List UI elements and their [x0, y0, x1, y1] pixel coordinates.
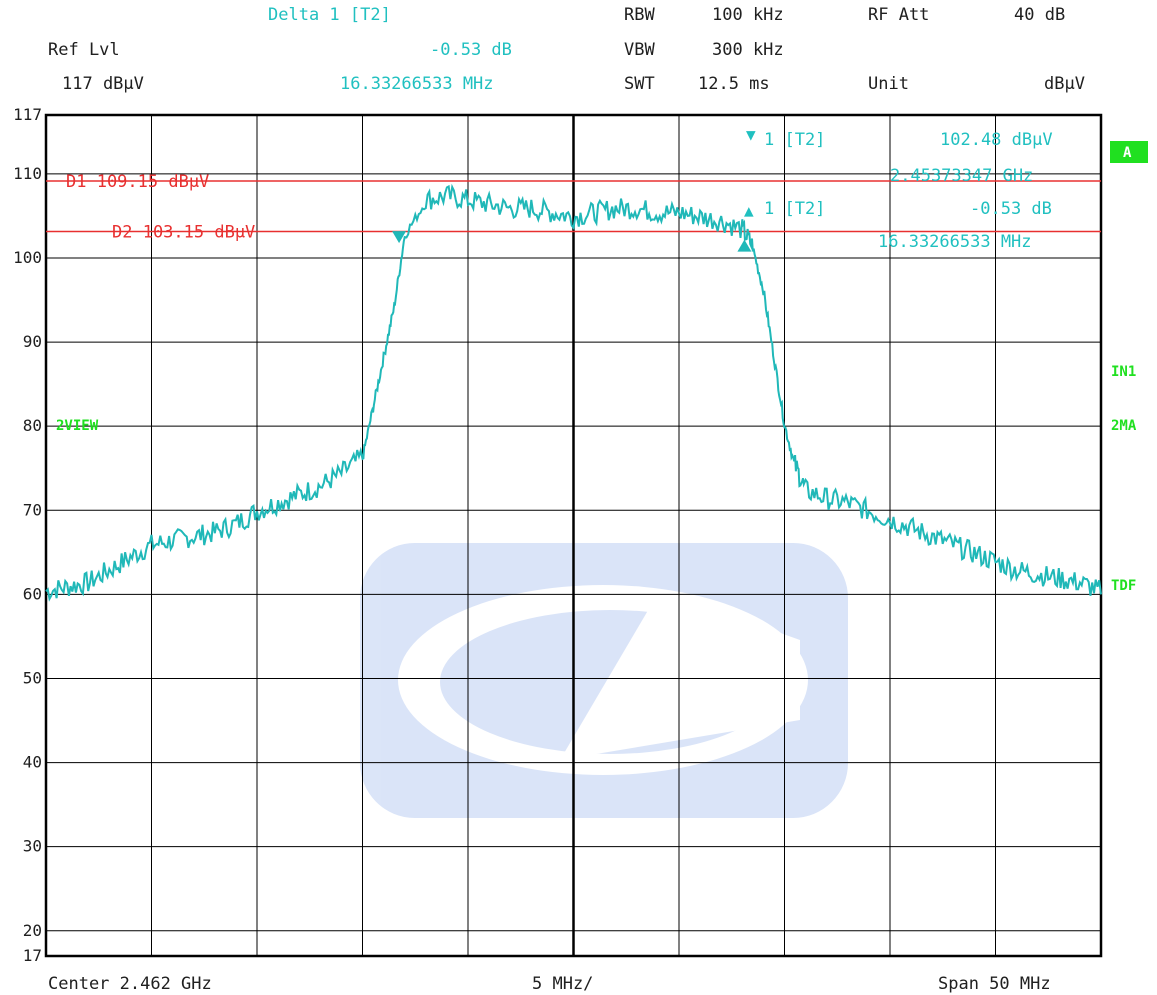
division-scale: 5 MHz/	[532, 974, 593, 994]
y-axis-ticks: 117 110 100 90 80 70 60 50 40 30 20 17	[13, 105, 42, 965]
trace-a-label: A	[1123, 145, 1132, 161]
marker-frequency: 16.33266533 MHz	[340, 74, 494, 94]
marker-1-symbol	[392, 231, 407, 244]
ref-level-label: Ref Lvl	[48, 40, 120, 60]
vbw-label: VBW	[624, 40, 655, 60]
delta-1-up-icon: ▲	[744, 201, 754, 220]
y-tick-label: 70	[23, 500, 42, 519]
marker-title: Delta 1 [T2]	[268, 5, 391, 25]
y-tick-label: 50	[23, 668, 42, 687]
marker-1-level: 102.48 dBµV	[940, 130, 1053, 150]
ref-level-value: 117 dBµV	[62, 74, 144, 94]
rf-att-value: 40 dB	[1014, 5, 1065, 25]
delta-1-level: -0.53 dB	[970, 199, 1052, 219]
swt-value: 12.5 ms	[698, 74, 770, 94]
display-line-d1-label: D1 109.15 dBµV	[66, 172, 209, 192]
y-tick-label: 30	[23, 837, 42, 856]
y-tick-label: 40	[23, 753, 42, 772]
2view-label: 2VIEW	[56, 418, 99, 434]
rbw-label: RBW	[624, 5, 655, 25]
rbw-value: 100 kHz	[712, 5, 784, 25]
swt-label: SWT	[624, 74, 655, 94]
display-line-d2: D2 103.15 dBµV	[46, 222, 1101, 242]
delta-1-frequency: 16.33266533 MHz	[878, 232, 1032, 252]
marker-1-down-icon: ▼	[746, 125, 756, 144]
grid	[46, 115, 1101, 956]
trace-markers	[392, 231, 752, 252]
delta-marker-symbol	[737, 239, 752, 252]
display-line-d2-label: D2 103.15 dBµV	[112, 222, 255, 242]
spectrum-trace	[45, 183, 1102, 602]
span: Span 50 MHz	[938, 974, 1051, 994]
y-tick-label: 80	[23, 416, 42, 435]
tdf-label: TDF	[1111, 578, 1136, 594]
y-tick-label: 100	[13, 248, 42, 267]
in1-label: IN1	[1111, 364, 1136, 380]
2ma-label: 2MA	[1111, 418, 1137, 434]
marker-1-frequency: 2.45373347 GHz	[890, 166, 1033, 186]
unit-value: dBµV	[1044, 74, 1085, 94]
y-tick-label: 20	[23, 921, 42, 940]
y-tick-label: 60	[23, 584, 42, 603]
y-tick-label: 17	[23, 946, 42, 965]
delta-1-label: 1 [T2]	[764, 199, 825, 219]
rf-att-label: RF Att	[868, 5, 929, 25]
vbw-value: 300 kHz	[712, 40, 784, 60]
trace-a-badge	[1110, 141, 1148, 163]
center-frequency: Center 2.462 GHz	[48, 974, 212, 994]
y-tick-label: 110	[13, 164, 42, 183]
display-line-d1: D1 109.15 dBµV	[46, 172, 1101, 192]
unit-label: Unit	[868, 74, 909, 94]
watermark-logo	[360, 543, 848, 818]
marker-1-label: 1 [T2]	[764, 130, 825, 150]
y-tick-label: 117	[13, 105, 42, 124]
y-tick-label: 90	[23, 332, 42, 351]
marker-delta: -0.53 dB	[430, 40, 512, 60]
